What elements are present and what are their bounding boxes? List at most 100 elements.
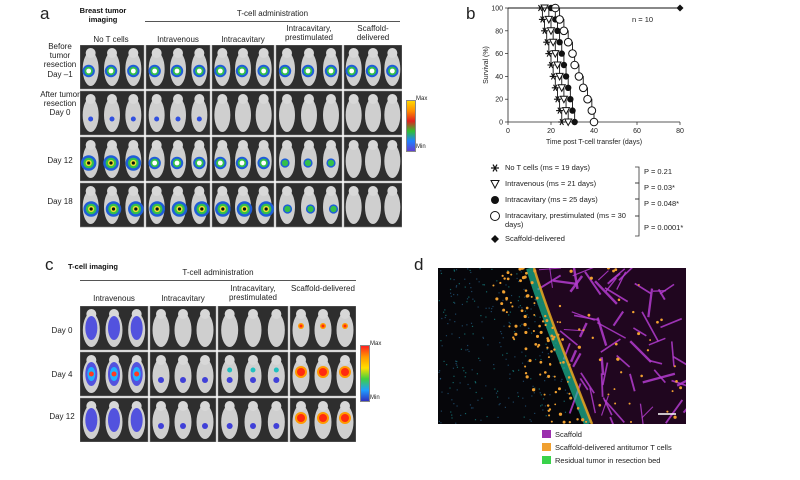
data-point-circle-open [559, 26, 569, 36]
data-point-asterisk [545, 50, 553, 57]
legend-marker-circle-filled [491, 196, 499, 204]
data-point-circle-open [583, 94, 592, 104]
panel-c-image-grid [79, 305, 357, 443]
mouse-image-block [275, 90, 343, 136]
mouse-image-block [80, 90, 145, 136]
mouse-image-block [149, 305, 217, 351]
panel-b-letter: b [466, 4, 476, 23]
panel-c-col-header: Scaffold-delivered [291, 284, 355, 293]
mouse-image-block [211, 182, 275, 228]
data-point-asterisk [538, 16, 546, 23]
mouse-image-block [145, 45, 211, 90]
x-tick-label: 60 [633, 128, 641, 135]
x-tick-label: 80 [676, 128, 684, 135]
legend-label-tcells: Scaffold-delivered antitumor T cells [555, 443, 672, 452]
panel-c-scale-max: Max [370, 341, 382, 347]
panel-c-row-label: Day 12 [49, 412, 75, 421]
panel-a-row-label: Day 18 [47, 197, 73, 206]
data-point-triangle-open [548, 38, 558, 47]
data-point-triangle-open [553, 61, 562, 70]
mouse-image-block [343, 90, 402, 136]
data-point-circle-open [570, 60, 579, 70]
x-tick-label: 20 [547, 128, 555, 135]
legend-label: Intravenous (ms = 21 days) [505, 179, 597, 188]
data-point-asterisk [543, 38, 551, 46]
data-point-circle-open [589, 117, 599, 127]
legend-marker-diamond-filled [491, 235, 499, 243]
panel-a-letter: a [40, 4, 50, 23]
panel-c-col-header: Intracavitary, prestimulated [228, 284, 278, 302]
panel-a-col-header: Intracavitary [221, 35, 265, 44]
panel-a-row-label: Day 12 [47, 156, 73, 165]
mouse-image-block [80, 136, 145, 182]
legend-swatch-scaffold [542, 430, 551, 438]
data-point-triangle-open [546, 27, 556, 36]
legend-marker-triangle-open [490, 180, 500, 190]
data-point-circle-open [563, 37, 573, 47]
mouse-image-block [275, 182, 343, 228]
mouse-image-block [217, 351, 289, 397]
panel-c-group-header: T-cell administration [182, 268, 254, 277]
pvalue-label: P = 0.0001* [644, 223, 684, 232]
mouse-image-block [343, 45, 402, 90]
panel-a-scale-max: Max [416, 96, 428, 102]
micrograph-image [438, 268, 686, 424]
mouse-image-block [275, 45, 343, 90]
legend-swatch-tcells [542, 443, 551, 451]
legend-swatch-tumor [542, 456, 551, 464]
legend-label: Intracavitary, prestimulated (ms = 30 da… [505, 211, 626, 229]
data-point-circle-open [578, 83, 588, 93]
pvalue-label: P = 0.03* [644, 183, 675, 192]
pvalue-brackets [635, 166, 640, 237]
mouse-image-block [211, 90, 275, 136]
mouse-image-block [289, 351, 357, 397]
data-point-asterisk [549, 73, 557, 80]
y-tick-label: 20 [495, 97, 503, 104]
panel-a-row-label: After tumor resection Day 0 [40, 90, 80, 118]
mouse-image-block [145, 182, 211, 228]
data-point-triangle-open [555, 72, 564, 81]
panel-d-letter: d [414, 255, 424, 274]
panel-a-col-header: Intravenous [157, 35, 199, 44]
confocal-micrograph [438, 268, 686, 424]
panel-a-col-header: Scaffold-delivered [356, 24, 390, 42]
y-tick-label: 100 [491, 6, 503, 13]
data-point-asterisk [541, 27, 549, 35]
panel-c-header-rule [80, 280, 356, 281]
data-point-circle-filled [565, 84, 572, 92]
panel-a-title: Breast tumor imaging [79, 6, 127, 24]
data-point-circle-filled [569, 107, 576, 114]
legend-label-tumor: Residual tumor in resection bed [555, 456, 661, 465]
mouse-image-block [217, 397, 289, 443]
mouse-image-block [275, 136, 343, 182]
data-point-triangle-open [559, 95, 569, 104]
data-point-asterisk [553, 95, 561, 103]
mouse-image-block [79, 351, 149, 397]
mouse-image-block [79, 397, 149, 443]
data-point-circle-filled [560, 61, 568, 69]
data-point-diamond-filled [676, 4, 684, 12]
pvalue-label: P = 0.048* [644, 199, 680, 208]
data-point-circle-filled [556, 39, 563, 46]
mouse-image-block [217, 305, 289, 351]
panel-a-header-rule [145, 21, 400, 22]
mouse-image-block [149, 351, 217, 397]
panel-c-letter: c [45, 255, 54, 274]
panel-c-title: T-cell imaging [68, 262, 119, 271]
data-point-circle-open [555, 15, 564, 24]
data-point-triangle-open [561, 107, 571, 116]
data-point-circle-filled [558, 50, 565, 57]
data-point-triangle-open [563, 118, 573, 127]
legend-label: Scaffold-delivered [505, 234, 565, 243]
panel-a-color-scale [406, 100, 416, 152]
panel-c-col-header: Intravenous [93, 294, 135, 303]
mouse-image-block [211, 136, 275, 182]
panel-c-scale-min: Min [370, 395, 380, 401]
legend-label: Intracavitary (ms = 25 days) [505, 195, 598, 204]
panel-a-scale-min: Min [416, 144, 426, 150]
panel-a-image-grid [80, 45, 402, 228]
data-point-circle-open [568, 49, 577, 58]
panel-a-mouse-images [80, 45, 402, 228]
mouse-image-block [145, 136, 211, 182]
mouse-image-block [79, 305, 149, 351]
